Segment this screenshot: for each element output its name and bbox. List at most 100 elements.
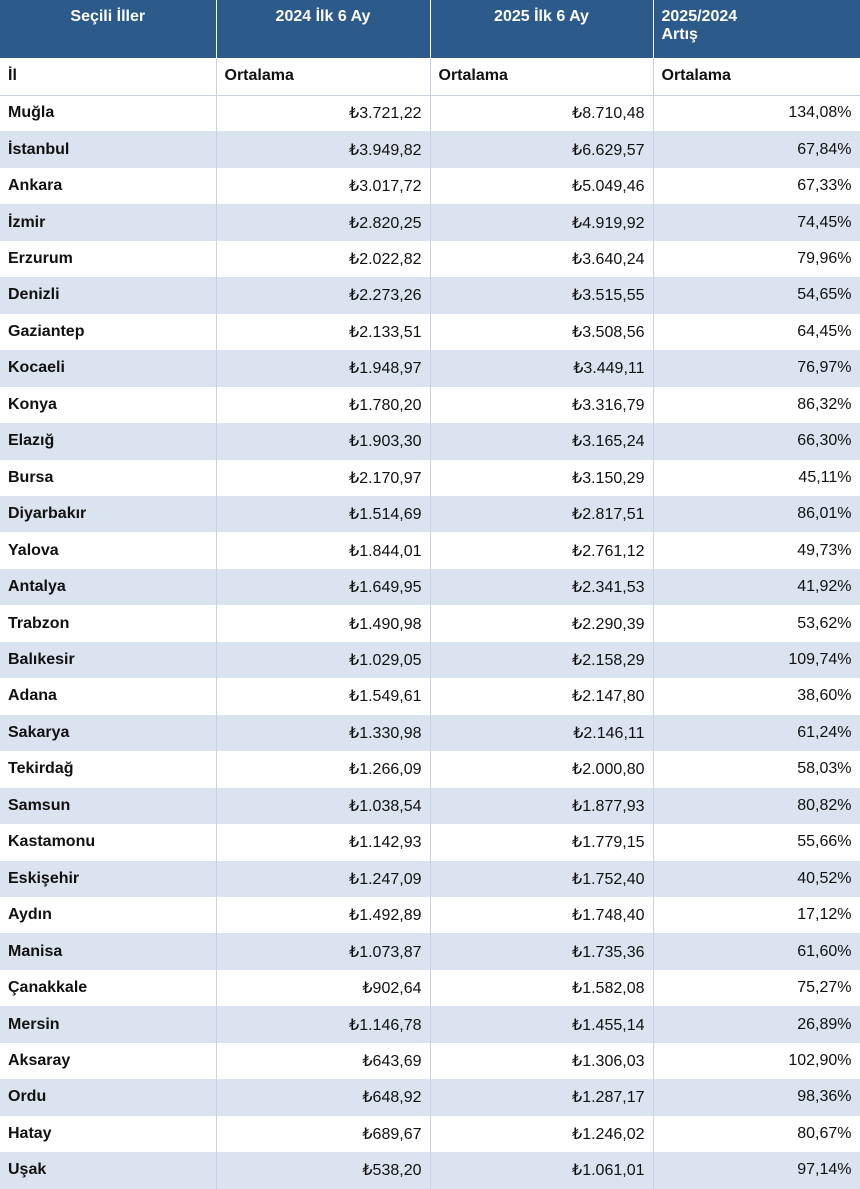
value-cell: ₺4.919,92 xyxy=(430,204,654,241)
value-cell: ₺2.000,80 xyxy=(430,751,654,788)
city-cell: Yalova xyxy=(0,532,217,569)
value-cell: 38,60% xyxy=(653,678,860,715)
value-cell: ₺1.492,89 xyxy=(216,896,431,934)
value-cell: ₺3.165,24 xyxy=(430,423,654,460)
table-row: Uşak ₺538,20 ₺1.061,01 97,14% xyxy=(0,1152,860,1189)
value-cell: ₺1.455,14 xyxy=(430,1006,654,1043)
value-cell: 75,27% xyxy=(653,969,860,1007)
table-head: Seçili İller 2024 İlk 6 Ay 2025 İlk 6 Ay 20… xyxy=(0,0,860,96)
table-row: Balıkesir ₺1.029,05 ₺2.158,29 109,74% xyxy=(0,641,860,679)
value-cell: 86,01% xyxy=(653,495,860,533)
value-cell: ₺1.330,98 xyxy=(216,714,431,752)
table-row: Eskişehir ₺1.247,09 ₺1.752,40 40,52% xyxy=(0,860,860,897)
value-cell: ₺1.582,08 xyxy=(430,969,654,1007)
value-cell: ₺1.903,30 xyxy=(216,423,431,460)
value-cell: 102,90% xyxy=(653,1042,860,1080)
value-cell: ₺1.142,93 xyxy=(216,824,431,861)
table-row: Antalya ₺1.649,95 ₺2.341,53 41,92% xyxy=(0,568,860,606)
value-cell: ₺2.817,51 xyxy=(430,495,654,533)
table-row: Hatay ₺689,67 ₺1.246,02 80,67% xyxy=(0,1115,860,1153)
subheader-row: İl Ortalama Ortalama Ortalama xyxy=(0,58,860,96)
city-cell: Ankara xyxy=(0,167,217,205)
value-cell: 64,45% xyxy=(653,313,860,351)
city-cell: Denizli xyxy=(0,277,217,314)
header-cell: 2024 İlk 6 Ay xyxy=(216,0,431,58)
value-cell: 40,52% xyxy=(653,860,860,897)
value-cell: ₺3.150,29 xyxy=(430,459,654,496)
value-cell: ₺3.721,22 xyxy=(216,95,431,132)
table-row: Sakarya ₺1.330,98 ₺2.146,11 61,24% xyxy=(0,714,860,752)
table-row: Aksaray ₺643,69 ₺1.306,03 102,90% xyxy=(0,1042,860,1080)
city-cell: Adana xyxy=(0,678,217,715)
value-cell: ₺6.629,57 xyxy=(430,131,654,168)
table-row: Manisa ₺1.073,87 ₺1.735,36 61,60% xyxy=(0,933,860,970)
value-cell: ₺2.146,11 xyxy=(430,714,654,752)
value-cell: ₺1.549,61 xyxy=(216,678,431,715)
table-row: Kastamonu ₺1.142,93 ₺1.779,15 55,66% xyxy=(0,824,860,861)
value-cell: 61,24% xyxy=(653,714,860,752)
value-cell: ₺2.820,25 xyxy=(216,204,431,241)
value-cell: ₺3.508,56 xyxy=(430,313,654,351)
value-cell: ₺689,67 xyxy=(216,1115,431,1153)
city-cell: Bursa xyxy=(0,459,217,496)
city-cell: Aydın xyxy=(0,896,217,934)
value-cell: ₺1.948,97 xyxy=(216,350,431,387)
value-cell: 45,11% xyxy=(653,459,860,496)
city-cell: Manisa xyxy=(0,933,217,970)
city-cell: İzmir xyxy=(0,204,217,241)
header-row: Seçili İller 2024 İlk 6 Ay 2025 İlk 6 Ay 20… xyxy=(0,0,860,58)
value-cell: 109,74% xyxy=(653,641,860,679)
value-cell: 53,62% xyxy=(653,605,860,642)
value-cell: ₺3.017,72 xyxy=(216,167,431,205)
value-cell: ₺648,92 xyxy=(216,1079,431,1116)
value-cell: ₺3.316,79 xyxy=(430,386,654,424)
value-cell: ₺3.949,82 xyxy=(216,131,431,168)
value-cell: ₺1.735,36 xyxy=(430,933,654,970)
value-cell: ₺8.710,48 xyxy=(430,95,654,132)
value-cell: ₺1.246,02 xyxy=(430,1115,654,1153)
value-cell: 67,84% xyxy=(653,131,860,168)
subheader-cell: İl xyxy=(0,58,217,96)
value-cell: 58,03% xyxy=(653,751,860,788)
table-row: Erzurum ₺2.022,82 ₺3.640,24 79,96% xyxy=(0,240,860,278)
value-cell: 26,89% xyxy=(653,1006,860,1043)
city-cell: Kocaeli xyxy=(0,350,217,387)
value-cell: ₺1.490,98 xyxy=(216,605,431,642)
city-cell: Uşak xyxy=(0,1152,217,1189)
table-row: Gaziantep ₺2.133,51 ₺3.508,56 64,45% xyxy=(0,313,860,351)
subheader-cell: Ortalama xyxy=(216,58,431,96)
table-row: Ordu ₺648,92 ₺1.287,17 98,36% xyxy=(0,1079,860,1116)
table-row: Tekirdağ ₺1.266,09 ₺2.000,80 58,03% xyxy=(0,751,860,788)
value-cell: ₺5.049,46 xyxy=(430,167,654,205)
city-cell: İstanbul xyxy=(0,131,217,168)
value-cell: ₺1.038,54 xyxy=(216,787,431,825)
table-row: Yalova ₺1.844,01 ₺2.761,12 49,73% xyxy=(0,532,860,569)
subheader-cell: Ortalama xyxy=(430,58,654,96)
value-cell: 67,33% xyxy=(653,167,860,205)
value-cell: ₺3.515,55 xyxy=(430,277,654,314)
header-cell: 2025/2024 Artış xyxy=(653,0,860,58)
table-row: Mersin ₺1.146,78 ₺1.455,14 26,89% xyxy=(0,1006,860,1043)
value-cell: ₺1.287,17 xyxy=(430,1079,654,1116)
table-row: Aydın ₺1.492,89 ₺1.748,40 17,12% xyxy=(0,896,860,934)
value-cell: ₺538,20 xyxy=(216,1152,431,1189)
value-cell: ₺3.640,24 xyxy=(430,240,654,278)
value-cell: 61,60% xyxy=(653,933,860,970)
value-cell: ₺2.147,80 xyxy=(430,678,654,715)
city-cell: Mersin xyxy=(0,1006,217,1043)
value-cell: ₺1.844,01 xyxy=(216,532,431,569)
table-row: Samsun ₺1.038,54 ₺1.877,93 80,82% xyxy=(0,787,860,825)
value-cell: ₺2.341,53 xyxy=(430,568,654,606)
city-cell: Muğla xyxy=(0,95,217,132)
city-cell: Sakarya xyxy=(0,714,217,752)
value-cell: ₺2.761,12 xyxy=(430,532,654,569)
value-cell: ₺902,64 xyxy=(216,969,431,1007)
value-cell: 80,67% xyxy=(653,1115,860,1153)
value-cell: ₺1.146,78 xyxy=(216,1006,431,1043)
value-cell: 74,45% xyxy=(653,204,860,241)
city-cell: Hatay xyxy=(0,1115,217,1153)
value-cell: ₺1.649,95 xyxy=(216,568,431,606)
table-row: Trabzon ₺1.490,98 ₺2.290,39 53,62% xyxy=(0,605,860,642)
value-cell: ₺1.266,09 xyxy=(216,751,431,788)
